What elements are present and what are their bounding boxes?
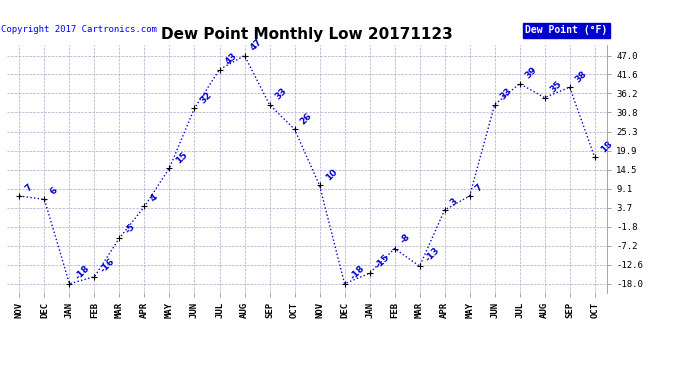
Text: 7: 7 xyxy=(474,182,484,193)
Text: 38: 38 xyxy=(574,69,589,84)
Text: 43: 43 xyxy=(224,51,239,67)
Text: -8: -8 xyxy=(399,232,412,246)
Text: -15: -15 xyxy=(374,252,392,270)
Text: -18: -18 xyxy=(74,263,92,281)
Text: 32: 32 xyxy=(199,90,214,105)
Text: Dew Point (°F): Dew Point (°F) xyxy=(525,25,607,35)
Text: 7: 7 xyxy=(23,182,34,193)
Text: 3: 3 xyxy=(448,196,460,207)
Text: Copyright 2017 Cartronics.com: Copyright 2017 Cartronics.com xyxy=(1,25,157,34)
Text: 33: 33 xyxy=(274,87,289,102)
Text: 4: 4 xyxy=(148,193,159,204)
Text: 6: 6 xyxy=(48,186,59,197)
Text: 15: 15 xyxy=(174,150,189,165)
Text: 39: 39 xyxy=(524,66,539,81)
Text: 18: 18 xyxy=(599,140,614,154)
Text: -16: -16 xyxy=(99,256,117,274)
Text: 10: 10 xyxy=(324,168,339,183)
Text: 26: 26 xyxy=(299,111,314,126)
Text: -13: -13 xyxy=(424,246,442,263)
Title: Dew Point Monthly Low 20171123: Dew Point Monthly Low 20171123 xyxy=(161,27,453,42)
Text: -5: -5 xyxy=(124,222,137,235)
Text: 33: 33 xyxy=(499,87,514,102)
Text: 47: 47 xyxy=(248,38,264,53)
Text: 35: 35 xyxy=(549,80,564,95)
Text: -18: -18 xyxy=(348,263,366,281)
